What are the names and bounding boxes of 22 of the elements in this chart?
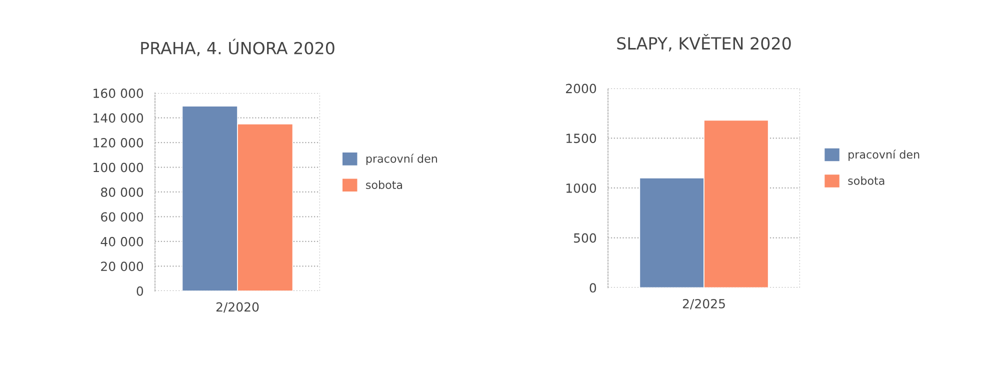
y-tick-label: 500 [574, 233, 596, 243]
y-tick-label: 140 000 [94, 113, 144, 123]
y-tick-label: 160 000 [94, 88, 144, 98]
y-tick-label: 0 [590, 283, 596, 293]
x-tick-label: 2/2025 [682, 298, 725, 310]
y-tick-label: 80 000 [101, 187, 144, 197]
chart-title: PRAHA, 4. ÚNORA 2020 [141, 38, 334, 56]
y-tick-label: 0 [136, 286, 144, 296]
y-tick-label: 100 000 [94, 162, 144, 172]
y-tick-label: 1000 [566, 183, 596, 193]
legend-label: sobota [848, 176, 884, 185]
y-tick-label: 40 000 [100, 236, 144, 246]
legend-label: sobota [366, 180, 402, 190]
legend-label: pracovní den [366, 154, 437, 165]
legend-label: pracovní den [848, 150, 920, 161]
y-tick-label: 20 000 [101, 262, 144, 272]
y-tick-label: 2000 [566, 84, 596, 94]
y-tick-label: 120 000 [94, 138, 144, 148]
y-tick-label: 1500 [566, 134, 596, 144]
y-tick-label: 60 000 [101, 212, 144, 222]
x-tick-label: 2/2020 [216, 302, 259, 313]
chart-title: SLAPY, KVĚTEN 2020 [617, 34, 791, 52]
